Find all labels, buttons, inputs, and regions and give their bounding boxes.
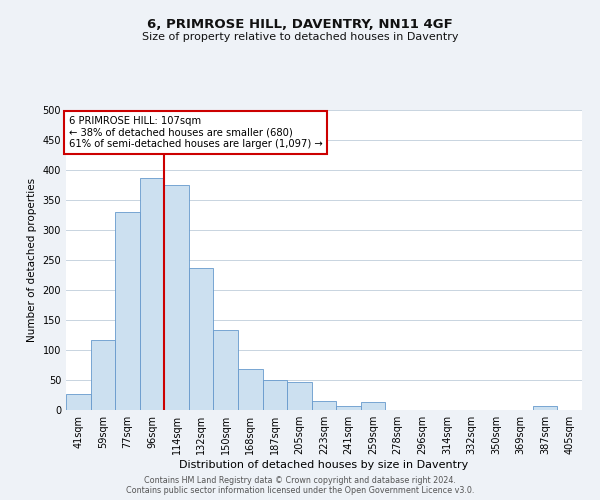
Bar <box>533 406 557 410</box>
Bar <box>189 268 214 410</box>
Text: 6 PRIMROSE HILL: 107sqm
← 38% of detached houses are smaller (680)
61% of semi-d: 6 PRIMROSE HILL: 107sqm ← 38% of detache… <box>68 116 322 149</box>
Text: Contains public sector information licensed under the Open Government Licence v3: Contains public sector information licen… <box>126 486 474 495</box>
Bar <box>336 406 361 410</box>
Bar <box>66 394 91 410</box>
Text: 6, PRIMROSE HILL, DAVENTRY, NN11 4GF: 6, PRIMROSE HILL, DAVENTRY, NN11 4GF <box>147 18 453 30</box>
Text: Size of property relative to detached houses in Daventry: Size of property relative to detached ho… <box>142 32 458 42</box>
Bar <box>164 185 189 410</box>
Bar <box>238 369 263 410</box>
Bar <box>263 380 287 410</box>
X-axis label: Distribution of detached houses by size in Daventry: Distribution of detached houses by size … <box>179 460 469 470</box>
Text: Contains HM Land Registry data © Crown copyright and database right 2024.: Contains HM Land Registry data © Crown c… <box>144 476 456 485</box>
Y-axis label: Number of detached properties: Number of detached properties <box>27 178 37 342</box>
Bar <box>312 401 336 410</box>
Bar <box>287 382 312 410</box>
Bar <box>91 340 115 410</box>
Bar <box>140 178 164 410</box>
Bar <box>214 330 238 410</box>
Bar <box>115 212 140 410</box>
Bar <box>361 402 385 410</box>
